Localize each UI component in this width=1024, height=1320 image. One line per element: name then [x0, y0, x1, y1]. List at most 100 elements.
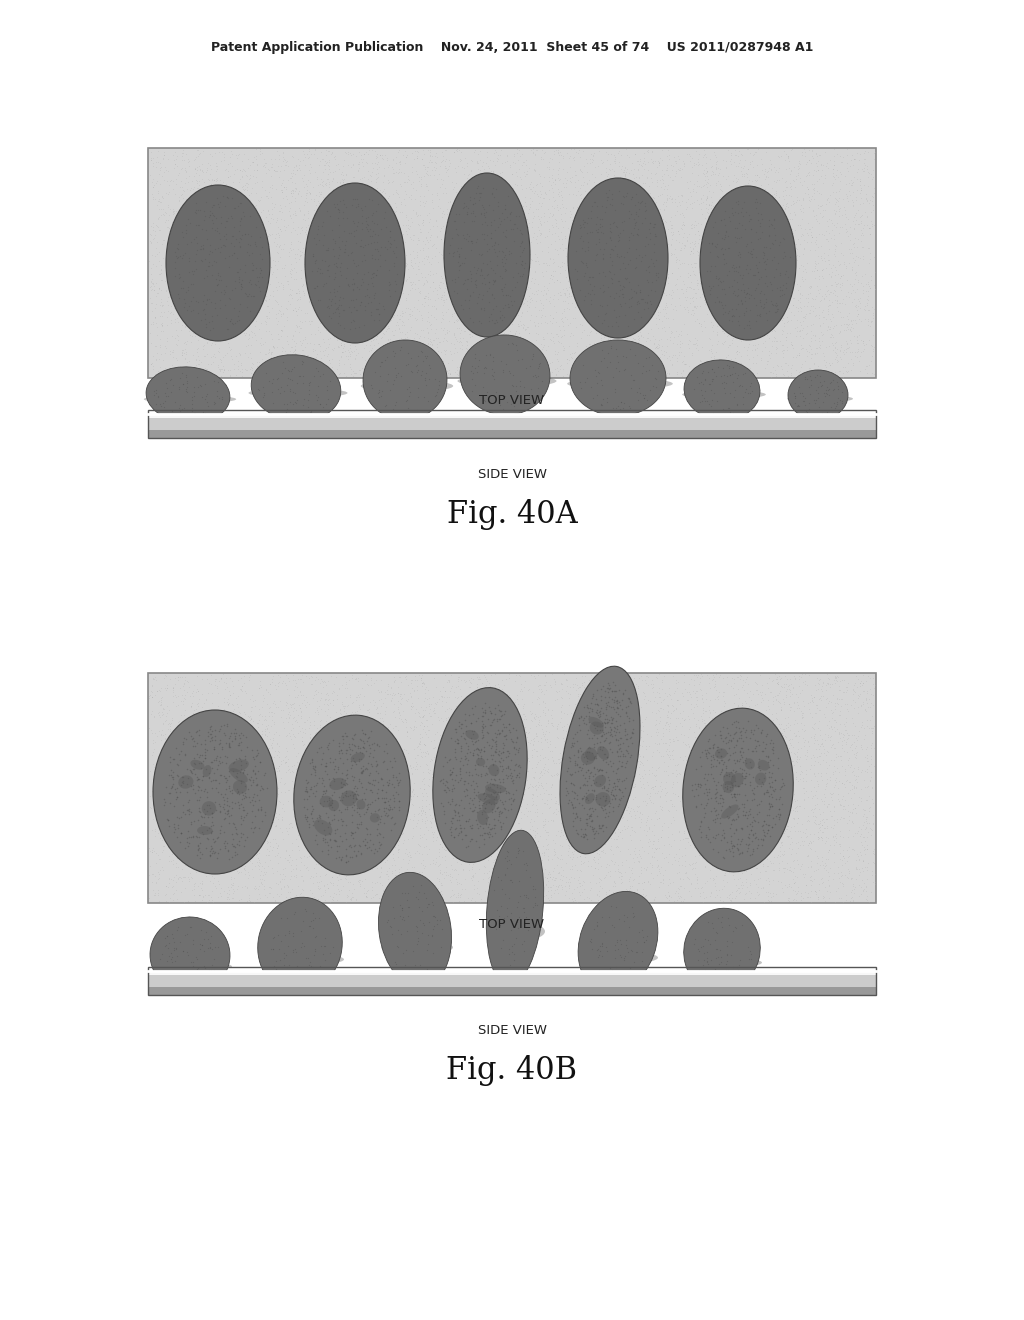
- Point: [496, 787, 512, 808]
- Point: [447, 227, 464, 248]
- Point: [697, 781, 714, 803]
- Point: [473, 313, 489, 334]
- Point: [715, 681, 731, 702]
- Point: [486, 362, 503, 383]
- Point: [713, 830, 729, 851]
- Point: [685, 180, 701, 201]
- Point: [482, 222, 499, 243]
- Point: [733, 744, 750, 766]
- Point: [480, 310, 497, 331]
- Point: [208, 747, 224, 768]
- Point: [555, 145, 571, 166]
- Point: [733, 345, 750, 366]
- Point: [641, 263, 657, 284]
- Point: [602, 347, 618, 368]
- Point: [312, 760, 329, 781]
- Point: [664, 224, 680, 246]
- Point: [676, 760, 692, 781]
- Point: [611, 737, 628, 758]
- Point: [336, 799, 352, 820]
- Point: [609, 667, 626, 688]
- Point: [309, 875, 326, 896]
- Point: [731, 843, 748, 865]
- Point: [787, 865, 804, 886]
- Point: [268, 279, 285, 300]
- Point: [244, 760, 260, 781]
- Point: [547, 169, 563, 190]
- Point: [299, 807, 315, 828]
- Point: [477, 694, 494, 715]
- Point: [609, 801, 626, 822]
- Point: [346, 232, 362, 253]
- Point: [649, 335, 666, 356]
- Point: [242, 168, 258, 189]
- Point: [373, 680, 389, 701]
- Point: [715, 818, 731, 840]
- Point: [668, 150, 684, 172]
- Point: [670, 147, 686, 168]
- Point: [700, 203, 717, 224]
- Point: [371, 799, 387, 820]
- Point: [483, 737, 500, 758]
- Point: [631, 249, 647, 271]
- Point: [226, 182, 243, 203]
- Point: [638, 792, 654, 813]
- Point: [583, 816, 599, 837]
- Point: [461, 273, 477, 294]
- Point: [506, 335, 522, 356]
- Point: [646, 280, 663, 301]
- Point: [387, 219, 403, 240]
- Point: [309, 203, 326, 224]
- Point: [376, 323, 392, 345]
- Point: [845, 280, 861, 301]
- Point: [846, 725, 862, 746]
- Point: [645, 792, 662, 813]
- Point: [336, 203, 352, 224]
- Point: [264, 701, 281, 722]
- Point: [354, 251, 371, 272]
- Point: [739, 164, 756, 185]
- Point: [525, 784, 542, 805]
- Point: [827, 314, 844, 335]
- Point: [863, 721, 880, 742]
- Point: [688, 715, 705, 737]
- Point: [163, 296, 179, 317]
- Point: [734, 387, 751, 408]
- Point: [754, 816, 770, 837]
- Point: [274, 147, 291, 168]
- Point: [173, 223, 189, 244]
- Point: [506, 752, 522, 774]
- Point: [329, 818, 345, 840]
- Point: [583, 746, 599, 767]
- Point: [748, 232, 764, 253]
- Point: [145, 355, 162, 376]
- Point: [403, 693, 420, 714]
- Point: [628, 252, 644, 273]
- Point: [164, 708, 180, 729]
- Point: [469, 673, 485, 694]
- Point: [693, 379, 710, 400]
- Point: [237, 829, 253, 850]
- Point: [577, 750, 593, 771]
- Point: [753, 234, 769, 255]
- Point: [447, 721, 464, 742]
- Point: [625, 776, 641, 797]
- Point: [152, 362, 168, 383]
- Point: [744, 302, 761, 323]
- Point: [668, 152, 684, 173]
- Point: [179, 841, 196, 862]
- Point: [150, 822, 166, 843]
- Point: [582, 737, 598, 758]
- Point: [326, 252, 342, 273]
- Point: [211, 240, 227, 261]
- Point: [724, 227, 740, 248]
- Point: [310, 681, 327, 702]
- Point: [306, 190, 323, 211]
- Point: [842, 319, 858, 341]
- Point: [825, 783, 842, 804]
- Point: [312, 870, 329, 891]
- Point: [509, 339, 525, 360]
- Point: [850, 339, 866, 360]
- Point: [400, 397, 417, 418]
- Point: [688, 851, 705, 873]
